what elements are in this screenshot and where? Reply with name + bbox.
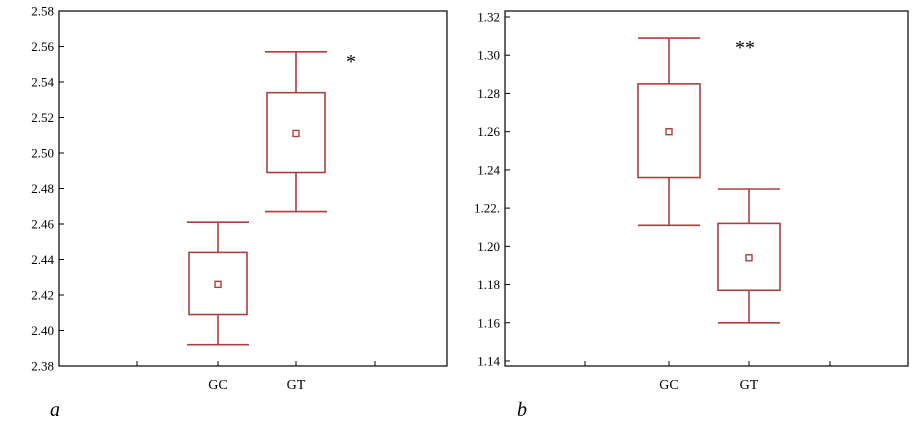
y-tick-label: 2.46 (31, 217, 54, 232)
y-tick-label: 1.26 (477, 124, 500, 139)
median-marker (214, 280, 222, 289)
chart-panel-b: 1.14 1.16 1.18 1.20 1.22. 1.24 1.26 1.28 1.30 1.3… (474, 10, 909, 421)
y-tick-label: 1.24 (477, 162, 500, 177)
box-gc (637, 37, 701, 227)
y-tick-label: 2.40 (31, 323, 54, 338)
median-marker (292, 129, 300, 138)
y-tick-label: 1.16 (477, 315, 500, 330)
plot-frame (504, 10, 909, 367)
median-marker (745, 254, 753, 262)
y-tick-label: 1.14 (477, 354, 500, 369)
median-marker (665, 127, 673, 136)
category-label: GT (287, 378, 306, 393)
y-tick-label: 2.50 (31, 146, 54, 161)
y-tick-label: 2.58 (31, 4, 54, 19)
y-tick-label: 1.28 (477, 86, 500, 101)
interquartile-box (717, 222, 781, 292)
y-tick-label: 1.18 (477, 277, 500, 292)
y-tick-label: 1.22. (474, 201, 500, 216)
y-tick-label: 2.44 (31, 252, 54, 267)
y-tick-label: 1.32 (477, 10, 500, 25)
y-tick-label: 1.20 (477, 239, 500, 254)
y-tick-label: 2.38 (31, 359, 54, 374)
y-tick-label: 2.42 (31, 288, 54, 303)
significance-marker: * (346, 51, 356, 73)
y-tick-label: 2.56 (31, 39, 54, 54)
box-gt (717, 188, 781, 324)
category-label: GC (208, 378, 227, 393)
interquartile-box (188, 251, 248, 316)
significance-marker: ** (735, 37, 755, 59)
category-label: GC (659, 378, 678, 393)
y-tick-label: 1.30 (477, 48, 500, 63)
y-tick-label: 2.52 (31, 110, 54, 125)
box-gc (187, 221, 249, 346)
y-tick-label: 2.48 (31, 181, 54, 196)
category-label: GT (740, 378, 759, 393)
panel-label: a (50, 399, 60, 421)
interquartile-box (266, 91, 326, 174)
interquartile-box (637, 83, 701, 179)
y-tick-label: 2.54 (31, 75, 54, 90)
panel-label: b (517, 399, 527, 421)
box-gt (265, 51, 327, 213)
plot-frame (58, 10, 448, 367)
chart-panel-a: 2.38 2.40 2.42 2.44 2.46 2.48 2.50 2.52 2.54 2.56… (31, 4, 448, 421)
